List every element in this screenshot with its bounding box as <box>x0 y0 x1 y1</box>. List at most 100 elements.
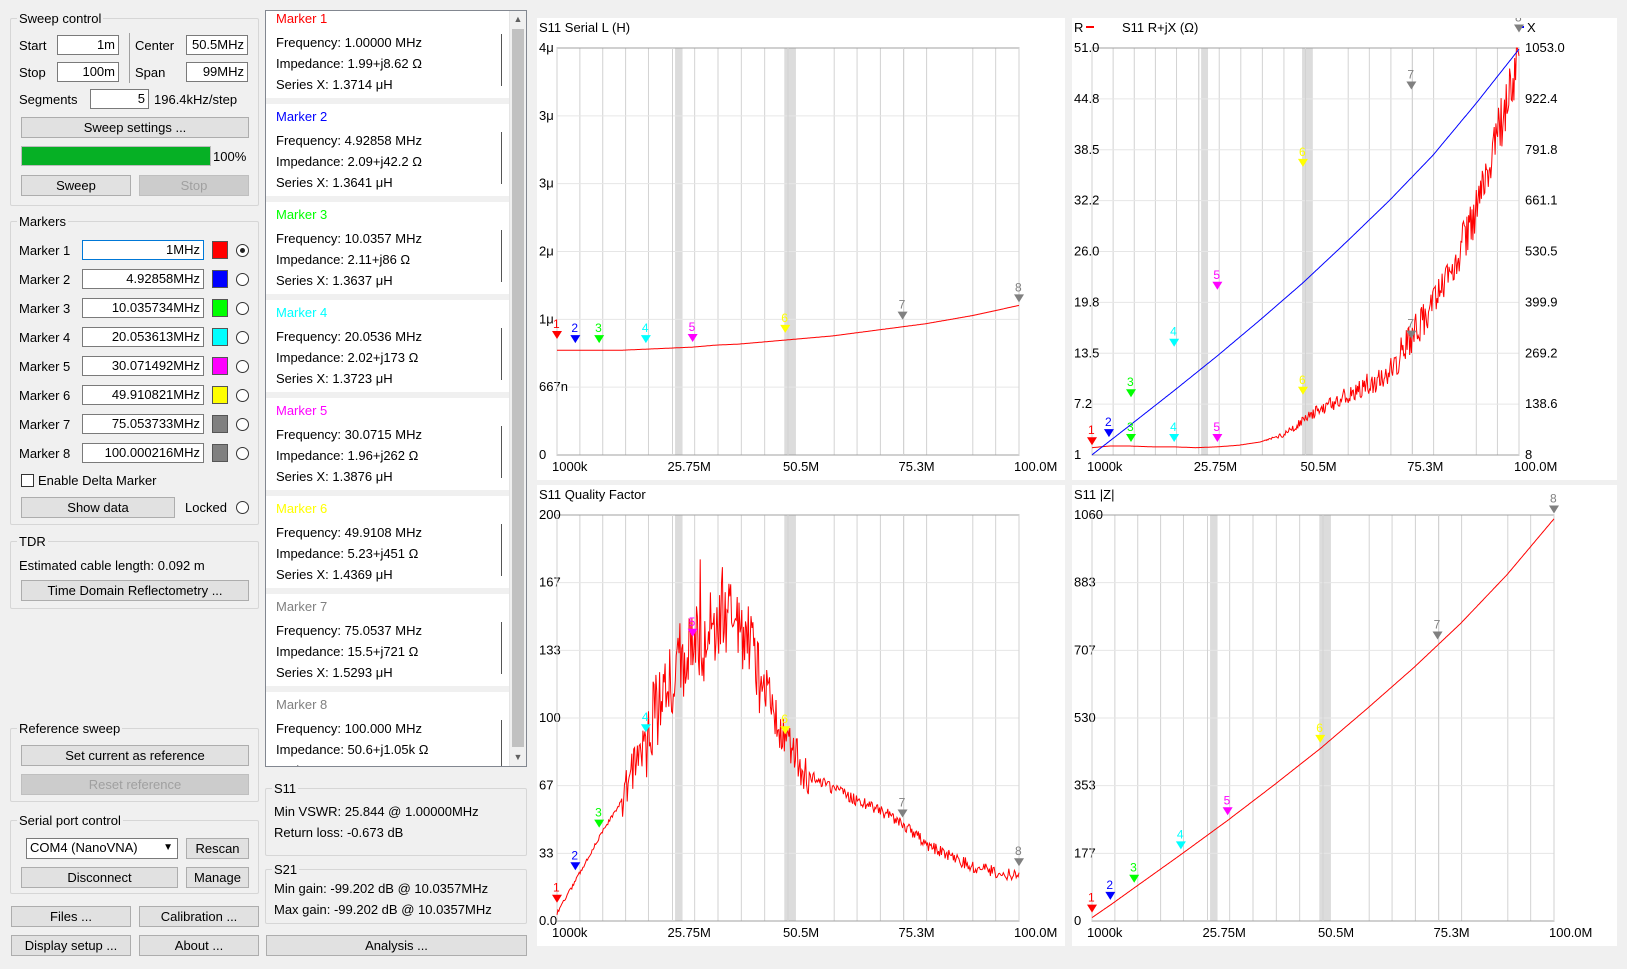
serial-l-chart[interactable]: S11 Serial L (H) 4μ 3μ 3μ 2μ 1μ 667n 0 1000k 25.7… <box>537 18 1065 480</box>
sweep-settings-button[interactable]: Sweep settings ... <box>21 117 249 138</box>
marker-frequency-input[interactable]: 10.035734MHz <box>82 298 204 318</box>
marker-color-button[interactable] <box>212 328 228 346</box>
marker-color-button[interactable] <box>212 270 228 288</box>
segments-label: Segments <box>19 92 78 107</box>
locked-radio[interactable] <box>236 501 249 514</box>
marker-color-button[interactable] <box>212 415 228 433</box>
marker-triangle <box>1432 631 1443 640</box>
marker-active-radio[interactable] <box>236 360 249 373</box>
marker-label: 3 <box>1130 861 1137 875</box>
marker-row-label: Marker 6 <box>19 388 71 403</box>
s11-summary-group: S11 <box>265 781 527 856</box>
about-button[interactable]: About ... <box>139 935 259 956</box>
stop-input[interactable]: 100m <box>57 62 119 82</box>
marker-triangle <box>1014 294 1024 303</box>
marker-label: 2 <box>1105 415 1112 429</box>
marker-frequency-input[interactable]: 49.910821MHz <box>82 385 204 405</box>
marker-card-divider-line <box>501 328 502 380</box>
y-tick-label: 7.2 <box>1074 396 1092 411</box>
marker-card-imp: Impedance: 50.6+j1.05k Ω <box>276 742 429 757</box>
files-button[interactable]: Files ... <box>11 906 131 927</box>
marker-frequency-input[interactable]: 30.071492MHz <box>82 356 204 376</box>
scroll-up-icon[interactable]: ▲ <box>513 14 523 24</box>
marker-card-title: Marker 8 <box>276 697 328 712</box>
reset-reference-button[interactable]: Reset reference <box>21 774 249 795</box>
marker-color-button[interactable] <box>212 299 228 317</box>
s21-summary-title: S21 <box>272 862 300 877</box>
stop-button[interactable]: Stop <box>139 175 249 196</box>
quality-factor-chart[interactable]: S11 Quality Factor 200 167 133 100 67 33 0.0 100… <box>537 485 1065 946</box>
sweep-button[interactable]: Sweep <box>21 175 131 196</box>
marker-card-sx: Series X: 1.3641 μH <box>276 175 393 190</box>
locked-label: Locked <box>185 500 227 515</box>
marker-frequency-input[interactable]: 20.053613MHz <box>82 327 204 347</box>
y2-tick-label: 1053.0 <box>1525 40 1565 55</box>
r-jx-chart[interactable]: S11 R+jX (Ω) R X 51.0 44.8 38.5 32.2 26.0 19.8 13… <box>1072 18 1617 480</box>
rescan-button[interactable]: Rescan <box>186 838 249 859</box>
marker-active-radio[interactable] <box>236 302 249 315</box>
tdr-button[interactable]: Time Domain Reflectometry ... <box>21 580 249 601</box>
y-tick-label: 177 <box>1074 845 1096 860</box>
marker-label: 4 <box>642 710 649 724</box>
marker-triangle <box>1087 437 1097 446</box>
marker-label: 4 <box>1170 325 1177 339</box>
x-tick-label: 50.5M <box>1301 459 1337 474</box>
marker-frequency-input[interactable]: 4.92858MHz <box>82 269 204 289</box>
reference-title: Reference sweep <box>17 721 123 736</box>
marker-card-imp: Impedance: 5.23+j451 Ω <box>276 546 419 561</box>
marker-color-button[interactable] <box>212 357 228 375</box>
series-line <box>557 304 1020 351</box>
marker-active-radio[interactable] <box>236 273 249 286</box>
marker-active-radio[interactable] <box>236 418 249 431</box>
impedance-magnitude-chart[interactable]: S11 |Z| 1060 883 707 530 353 177 0 1000k 25.75M 50… <box>1072 485 1617 946</box>
markers-title: Markers <box>17 214 68 229</box>
marker-card-divider-line <box>501 622 502 674</box>
span-input[interactable]: 99MHz <box>186 62 248 82</box>
marker-card: Marker 2 Frequency: 4.92858 MHz Impedance:… <box>266 108 510 202</box>
marker-card-sx: Series X: 1.3714 μH <box>276 77 393 92</box>
calibration-button[interactable]: Calibration ... <box>139 906 259 927</box>
disconnect-button[interactable]: Disconnect <box>21 867 178 888</box>
marker-color-button[interactable] <box>212 241 228 259</box>
y-tick-label: 1μ <box>539 311 554 326</box>
show-data-button[interactable]: Show data <box>21 497 175 518</box>
delta-marker-checkbox[interactable] <box>21 474 34 487</box>
marker-card: Marker 6 Frequency: 49.9108 MHz Impedance:… <box>266 500 510 594</box>
marker-color-button[interactable] <box>212 444 228 462</box>
marker-active-radio[interactable] <box>236 244 249 257</box>
marker-frequency-input[interactable]: 100.000216MHz <box>82 443 204 463</box>
manage-button[interactable]: Manage <box>186 867 249 888</box>
marker-card-title: Marker 1 <box>276 11 328 26</box>
marker-list-scrollbar[interactable]: ▲ ▼ <box>509 11 526 766</box>
y-tick-label: 32.2 <box>1074 193 1099 208</box>
marker-card: Marker 1 Frequency: 1.00000 MHz Impedance:… <box>266 11 510 104</box>
serial-title: Serial port control <box>17 813 123 828</box>
marker-card-freq: Frequency: 75.0537 MHz <box>276 623 422 638</box>
port-select[interactable]: COM4 (NanoVNA) ▼ <box>26 838 178 859</box>
marker-triangle <box>1297 386 1308 395</box>
marker-label: 6 <box>1316 721 1323 735</box>
display-setup-button[interactable]: Display setup ... <box>11 935 131 956</box>
marker-active-radio[interactable] <box>236 447 249 460</box>
center-input[interactable]: 50.5MHz <box>186 35 248 55</box>
marker-label: 3 <box>595 806 602 820</box>
start-input[interactable]: 1m <box>57 35 119 55</box>
marker-card: Marker 3 Frequency: 10.0357 MHz Impedance:… <box>266 206 510 300</box>
y-tick-label: 530 <box>1074 710 1096 725</box>
marker-frequency-input[interactable]: 75.053733MHz <box>82 414 204 434</box>
marker-data-list[interactable]: Marker 1 Frequency: 1.00000 MHz Impedance:… <box>265 10 527 767</box>
marker-active-radio[interactable] <box>236 331 249 344</box>
marker-color-button[interactable] <box>212 386 228 404</box>
x-tick-label: 75.3M <box>1434 925 1470 940</box>
series-line <box>1091 518 1555 919</box>
segments-input[interactable]: 5 <box>90 89 149 109</box>
analysis-button[interactable]: Analysis ... <box>266 935 527 956</box>
marker-list-scroll-thumb[interactable] <box>512 29 524 747</box>
set-reference-button[interactable]: Set current as reference <box>21 745 249 766</box>
marker-triangle <box>1169 338 1180 347</box>
marker-card-separator <box>266 490 510 496</box>
scroll-down-icon[interactable]: ▼ <box>513 752 523 762</box>
marker-active-radio[interactable] <box>236 389 249 402</box>
sweep-control-group: Sweep control <box>10 11 259 206</box>
marker-frequency-input[interactable]: 1MHz <box>82 240 204 260</box>
